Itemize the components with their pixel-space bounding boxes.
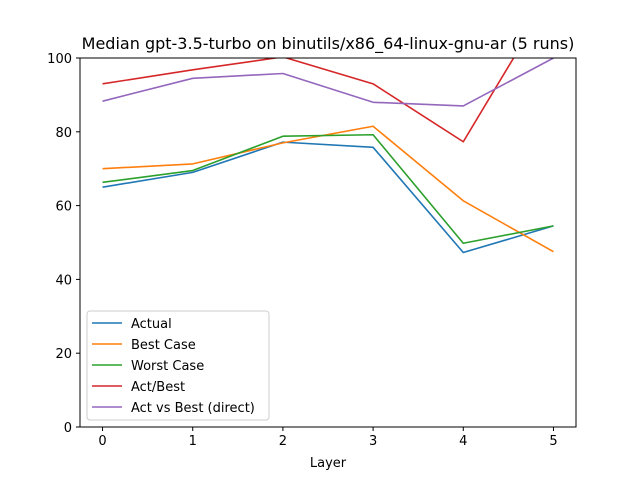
y-tick-label: 20	[55, 347, 72, 362]
chart-title: Median gpt-3.5-turbo on binutils/x86_64-…	[82, 34, 575, 54]
legend-label: Worst Case	[131, 359, 204, 374]
y-tick-label: 80	[55, 126, 72, 141]
x-tick-label: 5	[549, 434, 557, 449]
x-tick-label: 0	[98, 434, 106, 449]
y-tick-label: 60	[55, 200, 72, 215]
legend-box	[86, 310, 270, 421]
series-line-4	[102, 58, 515, 143]
legend-label: Act/Best	[131, 380, 185, 395]
legend-label: Actual	[131, 317, 172, 332]
series-line-5	[102, 58, 554, 107]
legend-label: Best Case	[131, 338, 196, 353]
y-tick-label: 40	[55, 273, 72, 288]
series-line-3	[102, 133, 554, 245]
series-line-1	[102, 141, 554, 254]
y-tick-label: 100	[47, 52, 72, 67]
x-tick-label: 1	[189, 434, 197, 449]
plot-frame	[79, 57, 577, 428]
legend: Actual Best Case Worst Case Act/Best Act vs …	[86, 310, 270, 421]
series-line-2	[102, 125, 554, 253]
legend-label: Act vs Best (direct)	[131, 401, 255, 416]
y-tick-label: 0	[64, 421, 72, 436]
x-tick-label: 2	[279, 434, 287, 449]
x-tick-label: 4	[459, 434, 467, 449]
x-axis-label: Layer	[310, 456, 347, 471]
x-tick-label: 3	[369, 434, 377, 449]
